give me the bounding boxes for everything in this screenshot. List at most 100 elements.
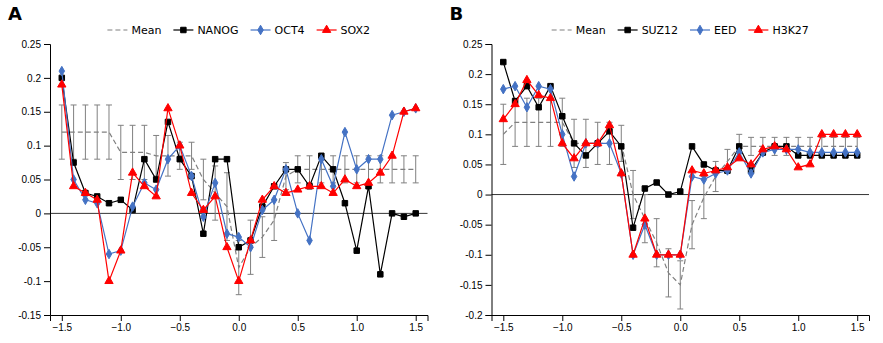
point (236, 245, 241, 250)
line (503, 122, 857, 285)
point (317, 181, 325, 188)
y-tick-label: 0 (477, 189, 483, 200)
point (401, 214, 406, 219)
error-bar (618, 125, 624, 161)
x-tick-mark (121, 315, 122, 321)
x-tick: −1.5 (494, 315, 514, 333)
y-tick-mark (44, 112, 50, 113)
legend-marker (181, 27, 186, 32)
point (782, 145, 790, 152)
x-tick-label: 1.0 (792, 322, 806, 333)
point (605, 120, 613, 127)
point (164, 104, 172, 111)
x-tick-label: −0.5 (170, 322, 190, 333)
point (388, 151, 396, 158)
point (235, 276, 243, 283)
x-axis: −1.5−1.0−0.50.00.51.01.5 (492, 315, 870, 333)
point (130, 202, 135, 211)
y-tick-mark (486, 285, 492, 286)
point (619, 144, 624, 149)
point (236, 232, 241, 241)
series (501, 81, 860, 259)
point (69, 181, 77, 188)
point (330, 167, 335, 172)
x-tick: 0.0 (674, 315, 688, 333)
point (199, 205, 207, 212)
y-tick: 0.1 (27, 140, 50, 151)
error-bar (295, 156, 301, 183)
point (558, 139, 566, 146)
series (58, 80, 420, 284)
y-tick: 0.2 (469, 69, 492, 80)
y-tick-mark (44, 146, 50, 147)
y-tick-mark (486, 164, 492, 165)
x-tick: −0.5 (170, 315, 190, 333)
x-tick-mark (298, 315, 299, 321)
point (319, 154, 324, 163)
point (501, 84, 506, 93)
point (282, 188, 290, 195)
y-tick-label: -0.1 (465, 249, 483, 260)
point (106, 249, 111, 258)
y-tick: -0.05 (18, 242, 50, 253)
line (503, 62, 857, 228)
error-bar (500, 104, 506, 164)
line (62, 78, 416, 274)
series (59, 75, 418, 277)
point (187, 188, 195, 195)
error-bar (271, 200, 277, 241)
x-tick: −1.0 (553, 315, 573, 333)
point (389, 211, 394, 216)
legend-marker (625, 27, 630, 32)
point (81, 188, 89, 195)
point (83, 195, 88, 204)
point (583, 153, 588, 158)
legend-label: NANOG (197, 24, 238, 37)
y-tick: 0 (477, 189, 492, 200)
point (770, 142, 778, 149)
point (678, 189, 683, 194)
y-tick-mark (486, 134, 492, 135)
x-axis: −1.5−1.0−0.50.00.51.01.5 (51, 315, 429, 333)
legend-label: Mean (576, 24, 606, 37)
point (341, 175, 349, 182)
x-tick-mark (357, 315, 358, 321)
x-axis-line (492, 316, 870, 322)
point (570, 154, 578, 161)
y-tick-label: 0.15 (463, 99, 483, 110)
y-tick-label: -0.05 (460, 219, 483, 230)
legend-item: EED (690, 24, 736, 37)
legend: MeanSUZ12EEDH3K27 (552, 24, 809, 37)
x-tick: −0.5 (612, 315, 632, 333)
x-tick-mark (680, 315, 681, 321)
point (354, 165, 359, 174)
x-tick-label: 1.0 (350, 322, 364, 333)
point (295, 167, 300, 172)
y-tick-label: -0.15 (18, 310, 41, 321)
y-tick-mark (486, 255, 492, 256)
point (305, 181, 313, 188)
y-tick: -0.1 (24, 276, 50, 287)
x-tick: 1.0 (350, 315, 364, 333)
y-tick-label: -0.05 (18, 242, 41, 253)
y-tick: 0.1 (469, 129, 492, 140)
x-tick-mark (739, 315, 740, 321)
y-tick-label: 0.15 (22, 106, 42, 117)
panel: −1.5−1.0−0.50.00.51.01.5-0.2-0.15-0.1-0.… (450, 3, 870, 333)
point (329, 188, 337, 195)
y-tick-label: -0.2 (465, 310, 483, 321)
point (295, 209, 300, 218)
point (700, 169, 708, 176)
point (376, 168, 384, 175)
y-tick: 0.25 (463, 39, 491, 50)
point (536, 104, 541, 109)
legend-label: SUZ12 (642, 24, 678, 37)
point (342, 200, 347, 205)
point (364, 178, 372, 185)
legend-label: Mean (131, 24, 161, 37)
x-tick-mark (239, 315, 240, 321)
error-bar (106, 105, 112, 159)
line (62, 132, 416, 268)
point (342, 127, 347, 136)
point (389, 110, 394, 119)
